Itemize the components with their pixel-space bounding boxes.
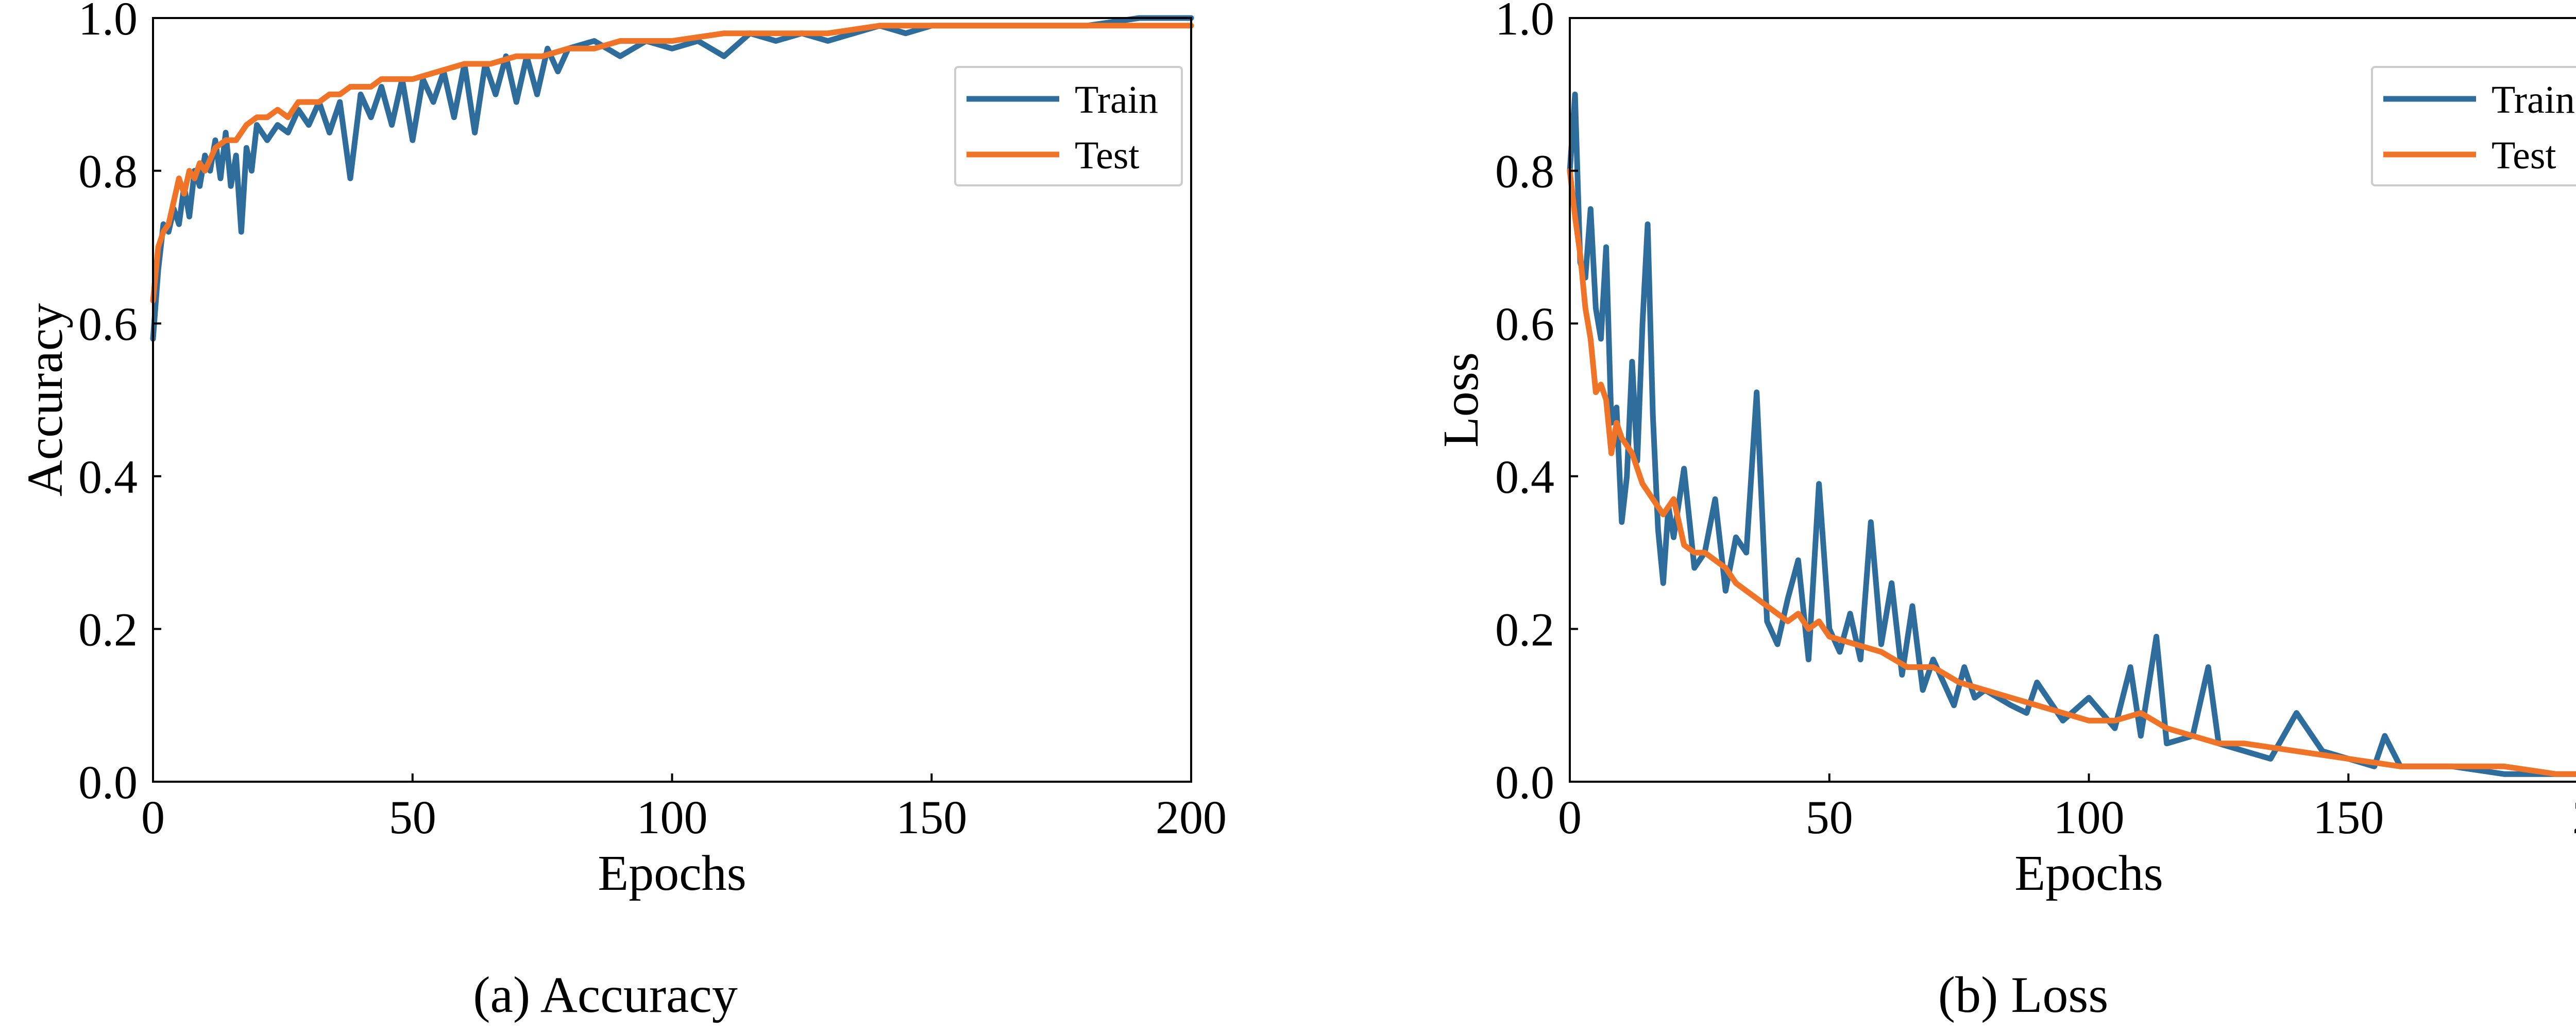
y-tick-label: 0.8 (1495, 145, 1554, 198)
legend: Train Test (954, 66, 1183, 186)
y-tick-label: 1.0 (78, 0, 138, 45)
x-tick-label: 200 (2572, 791, 2576, 843)
loss-chart-panel: 0 50 100 150 200 0.0 0.2 0.4 0.6 0.8 1.0 Epochs Loss… (1433, 0, 2576, 1023)
x-tick-label: 50 (389, 791, 436, 843)
series-line-test (1567, 168, 2576, 777)
x-tick-label: 200 (1156, 791, 1227, 843)
y-tick-label: 0.2 (1495, 603, 1554, 656)
series-line-train (1567, 91, 2576, 777)
legend-label-test: Test (2492, 134, 2556, 177)
legend-label-train: Train (2492, 78, 2575, 122)
x-tick-label: 100 (637, 791, 708, 843)
chart-caption: (a) Accuracy (473, 966, 738, 1023)
x-axis-title: Epochs (2014, 846, 2163, 901)
y-tick-label: 0.2 (78, 603, 138, 656)
y-tick-label: 1.0 (1495, 0, 1554, 45)
x-axis-title: Epochs (598, 846, 747, 901)
legend-label-train: Train (1075, 78, 1158, 122)
y-tick-label: 0.4 (78, 451, 138, 503)
accuracy-chart-panel: 0 50 100 150 200 0.0 0.2 0.4 0.6 0.8 1.0 Epochs Accu… (18, 0, 1227, 1023)
y-tick-label: 0.0 (1495, 756, 1554, 808)
legend-label-test: Test (1075, 134, 1140, 177)
x-tick-label: 0 (1558, 791, 1582, 843)
y-tick-label: 0.4 (1495, 451, 1554, 503)
x-tick-label: 150 (896, 791, 967, 843)
y-tick-label: 0.6 (1495, 298, 1554, 350)
chart-caption: (b) Loss (1938, 966, 2109, 1023)
x-tick-label: 50 (1806, 791, 1853, 843)
y-axis-title: Loss (1433, 352, 1489, 447)
series-line-test (150, 23, 1194, 304)
y-tick-label: 0.6 (78, 298, 138, 350)
y-tick-label: 0.8 (78, 145, 138, 198)
x-tick-label: 150 (2313, 791, 2384, 843)
y-axis-title: Accuracy (18, 303, 73, 496)
x-tick-label: 0 (141, 791, 165, 843)
legend: Train Test (2371, 66, 2576, 186)
y-tick-label: 0.0 (78, 756, 138, 808)
x-tick-label: 100 (2054, 791, 2125, 843)
